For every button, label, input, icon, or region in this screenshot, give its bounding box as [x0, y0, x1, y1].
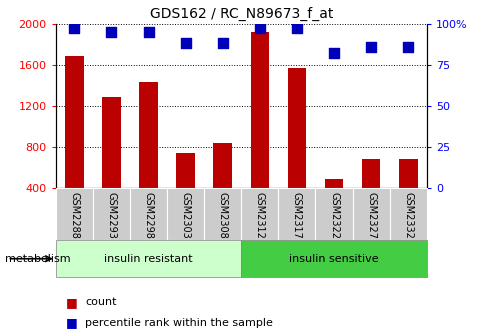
Bar: [315, 188, 352, 240]
Point: [70, 26, 78, 31]
Text: ■: ■: [65, 316, 77, 329]
Point: [292, 26, 300, 31]
Bar: [241, 240, 426, 277]
Text: count: count: [85, 297, 116, 307]
Point: [256, 26, 263, 31]
Bar: [204, 188, 241, 240]
Bar: [241, 188, 278, 240]
Bar: [213, 143, 231, 188]
Bar: [93, 188, 130, 240]
Text: GSM2312: GSM2312: [254, 192, 264, 239]
Text: GSM2293: GSM2293: [106, 192, 116, 239]
Point: [107, 29, 115, 35]
Bar: [176, 153, 195, 188]
Point: [218, 41, 226, 46]
Bar: [65, 56, 83, 188]
Text: insulin resistant: insulin resistant: [104, 254, 193, 264]
Bar: [287, 68, 305, 188]
Text: GSM2288: GSM2288: [69, 192, 79, 239]
Text: metabolism: metabolism: [5, 254, 70, 264]
Point: [144, 29, 152, 35]
Text: GSM2303: GSM2303: [180, 192, 190, 239]
Text: GSM2317: GSM2317: [291, 192, 302, 239]
Bar: [389, 188, 426, 240]
Point: [182, 41, 189, 46]
Bar: [139, 82, 157, 188]
Bar: [250, 32, 269, 188]
Bar: [102, 96, 121, 188]
Bar: [56, 240, 241, 277]
Text: GSM2322: GSM2322: [328, 192, 338, 239]
Text: GSM2298: GSM2298: [143, 192, 153, 239]
Bar: [352, 188, 389, 240]
Text: GSM2327: GSM2327: [365, 192, 376, 239]
Bar: [361, 159, 379, 188]
Bar: [278, 188, 315, 240]
Point: [366, 44, 374, 49]
Text: insulin sensitive: insulin sensitive: [288, 254, 378, 264]
Title: GDS162 / RC_N89673_f_at: GDS162 / RC_N89673_f_at: [149, 7, 333, 21]
Point: [404, 44, 411, 49]
Text: GSM2332: GSM2332: [402, 192, 412, 239]
Bar: [56, 188, 93, 240]
Bar: [398, 159, 417, 188]
Bar: [166, 188, 204, 240]
Text: percentile rank within the sample: percentile rank within the sample: [85, 318, 272, 328]
Bar: [130, 188, 166, 240]
Bar: [324, 179, 343, 188]
Text: GSM2308: GSM2308: [217, 192, 227, 239]
Point: [330, 50, 337, 56]
Text: ■: ■: [65, 296, 77, 309]
